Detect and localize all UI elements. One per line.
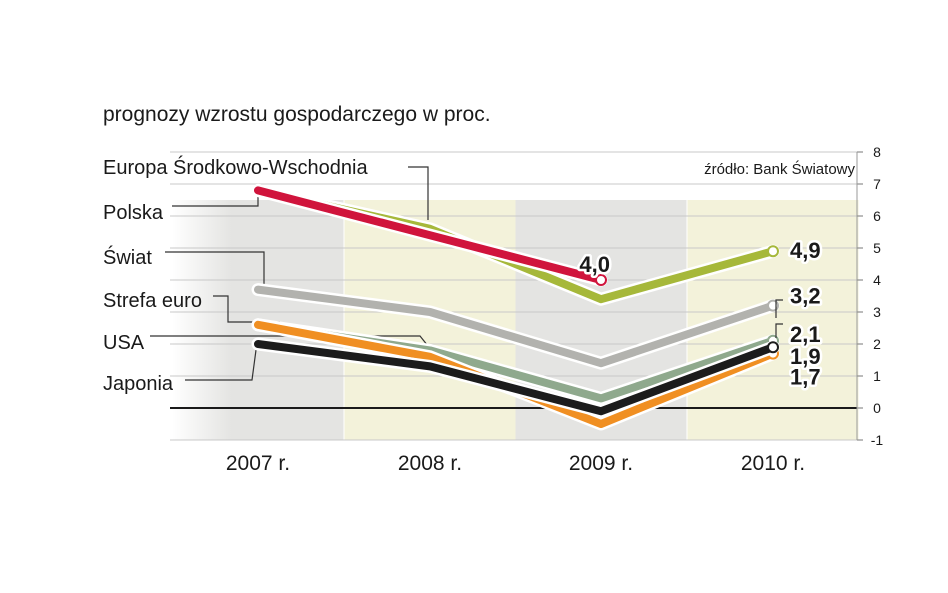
y-tick-label-3: 3 <box>873 304 881 320</box>
end-value-label-2: 4,0 <box>579 252 610 277</box>
y-tick-label-5: 5 <box>873 240 881 256</box>
y-tick-label-7: 7 <box>873 176 881 192</box>
x-tick-label-4: 2010 r. <box>741 452 805 475</box>
legend: Europa Środkowo-Wschodnia Polska Świat Stre… <box>103 155 368 395</box>
series-line-2 <box>254 186 605 284</box>
legend-leader-2 <box>172 196 259 207</box>
y-axis-ticks: -1 0 1 2 3 4 5 6 7 8 <box>856 144 884 448</box>
legend-leader-6 <box>185 349 257 381</box>
chart-title: prognozy wzrostu gospodarczego w proc. <box>103 103 491 126</box>
legend-leader-1 <box>408 166 429 220</box>
band-fade <box>172 200 232 440</box>
y-tick-label-4: 4 <box>873 272 881 288</box>
y-tick-label-2: 2 <box>873 336 881 352</box>
end-value-label-4: 2,1 <box>790 322 821 347</box>
legend-label-5: USA <box>103 332 145 354</box>
end-value-halo-2: 4,0 <box>579 252 610 277</box>
y-tick-label-6: 6 <box>873 208 881 224</box>
end-value-halo-6: 1,7 <box>790 365 821 390</box>
series-end-point-1 <box>767 245 779 258</box>
y-tick-label--1: -1 <box>871 432 884 448</box>
series-line-3 <box>254 285 777 368</box>
end-value-label-1: 4,9 <box>790 238 821 263</box>
x-tick-label-3: 2009 r. <box>569 452 633 475</box>
x-axis-labels: 2007 r. 2008 r. 2009 r. 2010 r. <box>226 452 805 475</box>
legend-label-6: Japonia <box>103 373 174 395</box>
legend-label-4: Strefa euro <box>103 290 202 312</box>
end-value-label-6: 1,7 <box>790 365 821 390</box>
y-tick-label-0: 0 <box>873 400 881 416</box>
legend-label-1: Europa Środkowo-Wschodnia <box>103 155 368 179</box>
legend-label-3: Świat <box>103 245 152 269</box>
end-value-label-5: 1,9 <box>790 344 821 369</box>
end-value-labels: 4,94,94,04,03,23,22,12,11,91,91,71,7 <box>577 236 823 392</box>
y-tick-label-8: 8 <box>873 144 881 160</box>
legend-label-2: Polska <box>103 202 164 224</box>
grid-lines <box>170 151 857 441</box>
y-tick-label-1: 1 <box>873 368 881 384</box>
end-value-halo-4: 2,1 <box>790 322 821 347</box>
legend-leader-5 <box>150 335 429 347</box>
series-end-point-5 <box>767 341 779 354</box>
legend-leader-3 <box>165 251 265 290</box>
end-value-halo-5: 1,9 <box>790 344 821 369</box>
end-label-bracket <box>775 299 783 338</box>
end-value-label-3: 3,2 <box>790 284 821 309</box>
year-bands <box>172 200 859 440</box>
series-line-5 <box>254 340 777 416</box>
x-tick-label-2: 2008 r. <box>398 452 462 475</box>
end-value-halo-3: 3,2 <box>790 284 821 309</box>
source-note: źródło: Bank Światowy <box>704 160 855 178</box>
series-end-point-2 <box>595 274 607 286</box>
x-tick-label-1: 2007 r. <box>226 452 290 475</box>
series-lines <box>251 183 780 431</box>
end-value-halo-1: 4,9 <box>790 238 821 263</box>
